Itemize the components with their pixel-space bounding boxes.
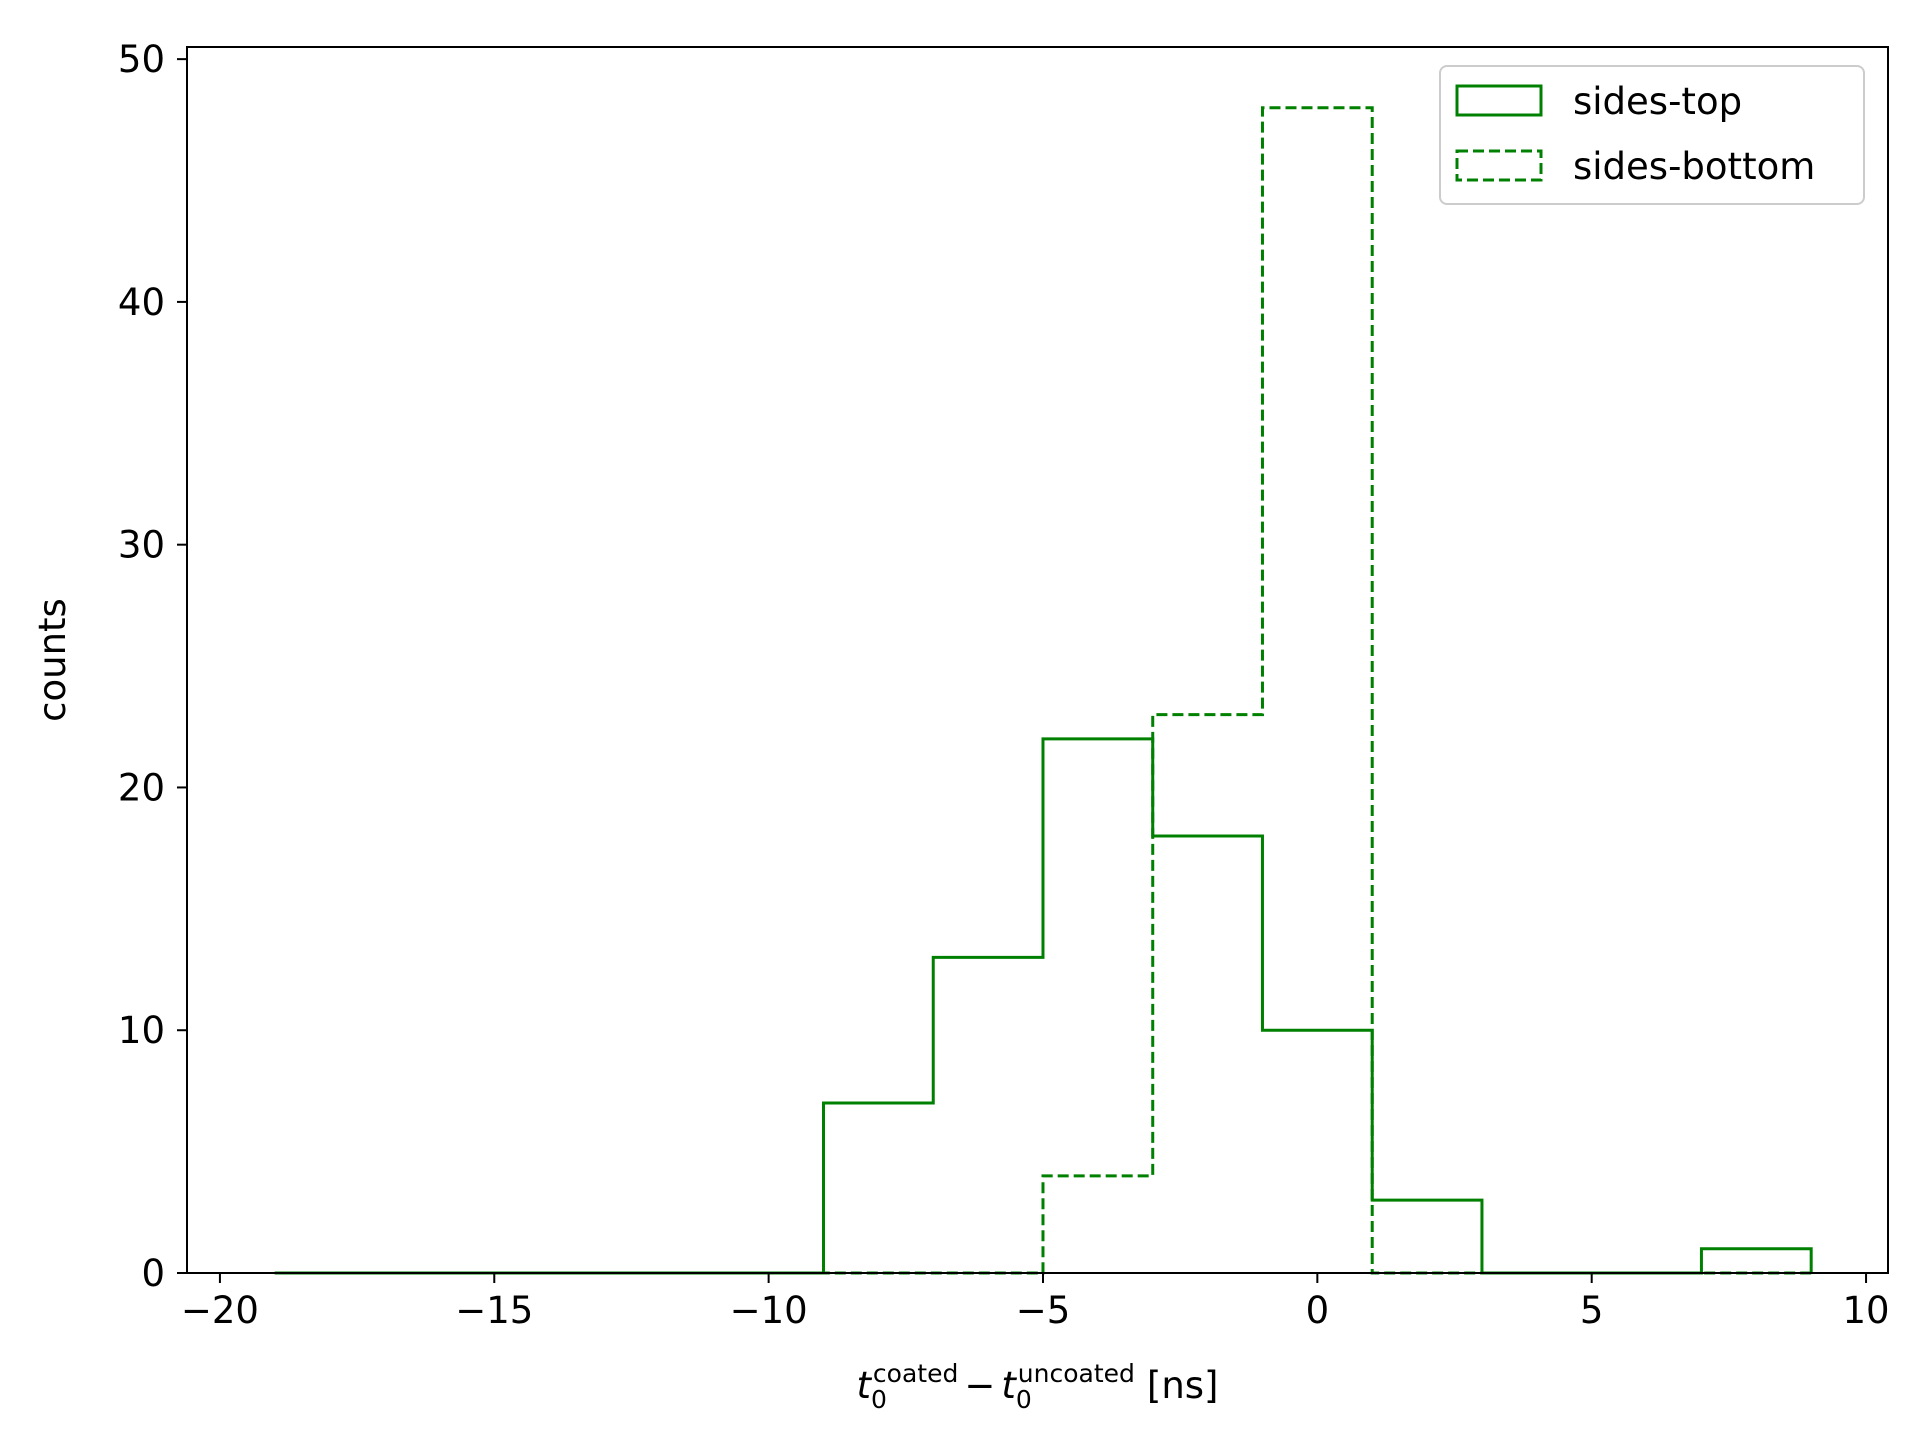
- legend-box: [1439, 65, 1865, 205]
- y-axis-label: counts: [31, 598, 74, 722]
- y-axis: 0 10 20 30 40 50: [118, 38, 187, 1295]
- y-tick-label: 10: [118, 1009, 165, 1052]
- legend-label-sides-top: sides-top: [1573, 80, 1742, 123]
- y-tick-label: 40: [118, 281, 165, 324]
- legend-swatch-sides-bottom: [1455, 149, 1543, 182]
- x-tick-label: −20: [181, 1289, 259, 1332]
- x-label-unit: [ns]: [1147, 1364, 1219, 1407]
- x-tick-label: 5: [1580, 1289, 1604, 1332]
- x-axis-label: t0coated − t0uncoated [ns]: [857, 1359, 1219, 1414]
- x-label-sup2: uncoated: [1018, 1359, 1135, 1388]
- y-tick-label: 30: [118, 524, 165, 567]
- legend-label-sides-bottom: sides-bottom: [1573, 145, 1815, 188]
- legend: sides-top sides-bottom: [1439, 65, 1865, 205]
- x-tick-label: 0: [1306, 1289, 1330, 1332]
- x-tick-label: −10: [730, 1289, 808, 1332]
- x-label-t: t: [857, 1364, 873, 1407]
- plot-frame: [186, 46, 1889, 1274]
- x-label-sup1: coated: [873, 1359, 958, 1388]
- x-tick-label: −5: [1016, 1289, 1071, 1332]
- y-tick-label: 0: [141, 1252, 165, 1295]
- x-label-minus: −: [964, 1364, 995, 1407]
- x-label-sub2: 0: [1016, 1385, 1032, 1414]
- y-tick-label: 50: [118, 38, 165, 81]
- y-tick-label: 20: [118, 766, 165, 809]
- x-label-sub1: 0: [871, 1385, 887, 1414]
- x-label-t2: t: [1001, 1364, 1017, 1407]
- x-tick-label: 10: [1843, 1289, 1890, 1332]
- legend-swatch-sides-top: [1455, 84, 1543, 117]
- x-axis: −20 −15 −10 −5 0 5 10: [181, 1273, 1890, 1332]
- x-tick-label: −15: [455, 1289, 533, 1332]
